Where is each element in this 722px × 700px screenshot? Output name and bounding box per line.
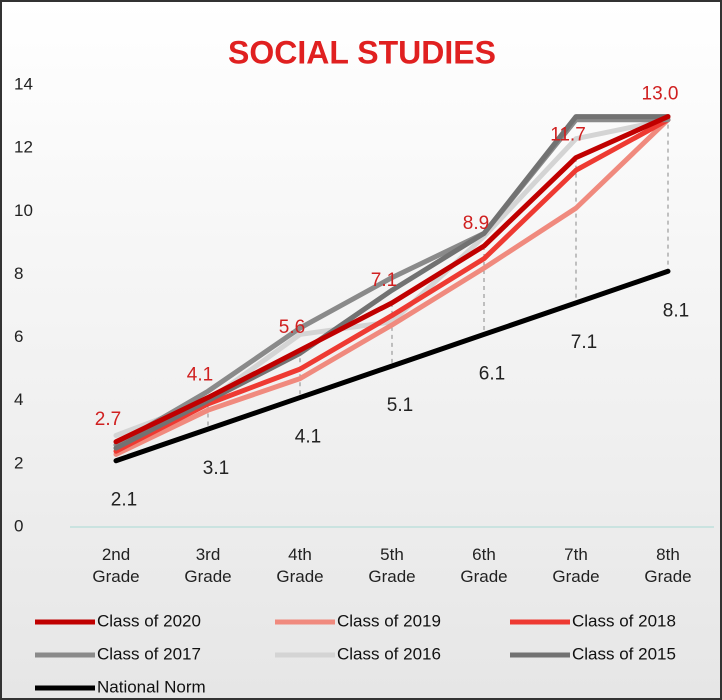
data-label: 3.1 [203, 458, 229, 479]
y-tick-label: 14 [14, 74, 33, 93]
data-label: 7.1 [571, 332, 597, 353]
data-label: 4.1 [187, 365, 213, 386]
legend-label: Class of 2019 [337, 611, 441, 630]
data-label: 5.1 [387, 395, 413, 416]
y-tick-label: 2 [14, 453, 23, 472]
legend-label: National Norm [97, 677, 206, 696]
legend-label: Class of 2015 [572, 644, 676, 663]
legend-label: Class of 2018 [572, 611, 676, 630]
data-label: 13.0 [642, 84, 679, 105]
series-line [113, 114, 671, 451]
data-label: 4.1 [295, 427, 321, 448]
data-label: 11.7 [550, 125, 586, 146]
x-tick-label: 2nd Grade [92, 545, 139, 586]
series-line [113, 117, 671, 457]
series-line [113, 114, 671, 445]
data-label: 7.1 [371, 270, 397, 291]
series-line [113, 268, 671, 464]
legend-label: Class of 2020 [97, 611, 201, 630]
chart-title: SOCIAL STUDIES [228, 34, 496, 70]
x-tick-label: 3rd Grade [184, 545, 231, 586]
y-tick-label: 4 [14, 390, 23, 409]
x-tick-label: 4th Grade [276, 545, 323, 586]
x-tick-label: 8th Grade [644, 545, 691, 586]
legend-label: Class of 2017 [97, 644, 201, 663]
y-tick-label: 6 [14, 327, 23, 346]
data-label: 6.1 [479, 363, 505, 384]
data-label: 8.9 [463, 213, 489, 234]
x-tick-label: 7th Grade [552, 545, 599, 586]
y-tick-label: 8 [14, 264, 23, 283]
series-line [113, 117, 671, 454]
data-label: 5.6 [279, 317, 305, 338]
x-tick-label: 6th Grade [460, 545, 507, 586]
y-tick-label: 0 [14, 516, 23, 535]
data-label: 2.7 [95, 409, 121, 430]
data-label: 8.1 [663, 300, 689, 321]
data-label: 2.1 [111, 490, 137, 511]
y-tick-label: 10 [14, 201, 33, 220]
x-tick-label: 5th Grade [368, 545, 415, 586]
legend-label: Class of 2016 [337, 644, 441, 663]
y-tick-label: 12 [14, 138, 33, 157]
